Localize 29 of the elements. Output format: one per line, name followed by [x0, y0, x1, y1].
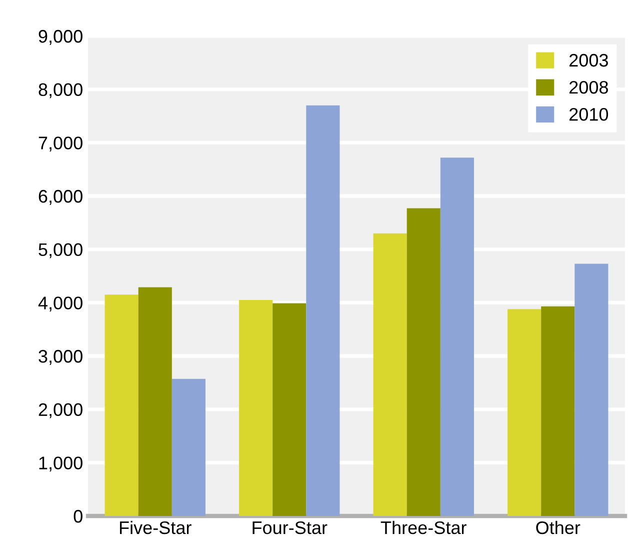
- bar: [508, 309, 542, 516]
- y-tick-label: 7,000: [38, 136, 82, 152]
- bar: [239, 300, 273, 516]
- y-tick-label: 9,000: [38, 30, 82, 45]
- y-tick-label: 2,000: [38, 403, 82, 418]
- y-tick-label: 5,000: [38, 243, 82, 258]
- x-tick-label: Three-Star: [380, 520, 466, 534]
- bar: [138, 287, 172, 516]
- y-tick-label: 6,000: [38, 190, 82, 205]
- bar: [541, 306, 575, 516]
- bar: [172, 378, 206, 516]
- bar: [306, 105, 340, 516]
- y-tick-label: 1,000: [39, 456, 82, 472]
- x-tick-label: Four-Star: [252, 521, 328, 534]
- bar: [104, 294, 138, 516]
- bar: [406, 208, 440, 516]
- y-tick-label: 3,000: [38, 350, 82, 365]
- x-tick-label: Five-Star: [120, 520, 192, 534]
- y-tick-label: 0: [74, 510, 82, 523]
- bar: [440, 158, 474, 516]
- bar: [272, 303, 306, 516]
- bar: [574, 264, 608, 516]
- y-tick-label: 8,000: [38, 83, 82, 98]
- legend-label: 2008: [569, 80, 608, 94]
- legend-label: 2003: [569, 54, 608, 67]
- legend-label: 2010: [569, 108, 608, 121]
- x-tick-label: Other: [536, 520, 580, 534]
- bar: [373, 233, 407, 516]
- y-tick-label: 4,000: [38, 296, 82, 312]
